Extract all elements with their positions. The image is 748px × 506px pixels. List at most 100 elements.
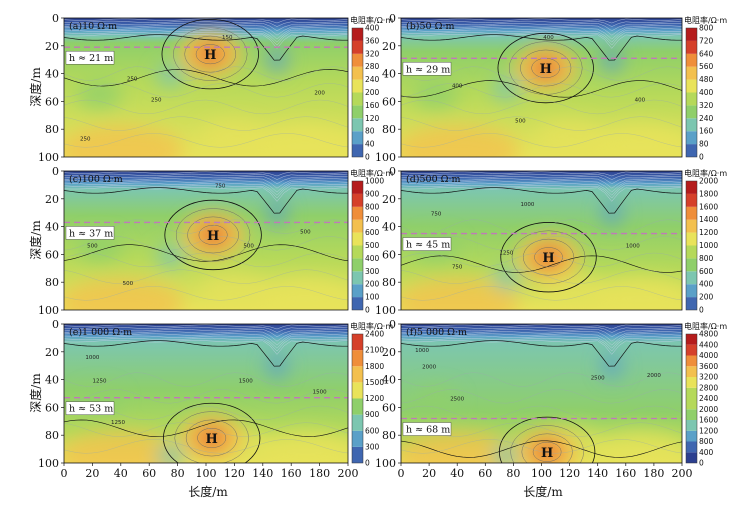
colorbar-cell [686, 452, 697, 463]
contour-label: 1000 [85, 355, 99, 361]
y-tick-label: 60 [45, 248, 59, 261]
colorbar-tick-label: 4000 [699, 351, 718, 360]
colorbar-cell [686, 441, 697, 453]
y-tick-label: 100 [375, 151, 396, 164]
surface-layer-contours [64, 18, 348, 49]
colorbar-cell [352, 271, 363, 285]
y-tick-label: 80 [382, 123, 396, 136]
colorbar-tick-label: 100 [365, 293, 380, 302]
x-tick-label: 40 [114, 467, 128, 480]
colorbar-cell [686, 271, 697, 285]
y-tick-label: 0 [52, 165, 59, 178]
h-label-box [65, 401, 115, 415]
field-anomalies [64, 31, 348, 157]
colorbar-tick-label: 200 [365, 280, 380, 289]
colorbar-tick-label: 800 [699, 437, 714, 446]
colorbar-cell [352, 350, 363, 367]
contour-label: 750 [215, 184, 226, 190]
y-tick-label: 40 [382, 68, 396, 81]
h-label: h ≈ 29 m [406, 64, 450, 75]
colorbar-cell [352, 284, 363, 298]
colorbar-tick-label: 300 [365, 442, 380, 451]
anomaly-label: H [206, 432, 218, 447]
resistivity-field: 500 750 500 500 500 H [64, 171, 348, 310]
colorbar-tick-label: 0 [699, 306, 704, 315]
colorbar-cell [352, 79, 363, 93]
colorbar-cell [352, 334, 363, 351]
panel-label: (d)500 Ω·m [406, 174, 461, 185]
colorbar-cell [686, 181, 697, 194]
y-tick-label: 0 [389, 318, 396, 331]
colorbar-frame [685, 27, 698, 158]
x-tick-label: 20 [422, 467, 436, 480]
resistivity-field: 500 400 400 400 H [401, 18, 682, 157]
colorbar-tick-label: 800 [699, 254, 714, 263]
colorbar-cell [352, 118, 363, 132]
colorbar-tick-label: 2800 [699, 383, 718, 392]
colorbar-tick-label: 120 [365, 114, 380, 123]
colorbar-cell [686, 92, 697, 106]
colorbar-title: 电阻率/Ω·m [350, 15, 393, 25]
colorbar-cell [352, 206, 363, 220]
contour-label: 2000 [422, 364, 436, 370]
colorbar-cell [686, 377, 697, 388]
resistivity-field: 250 250 150 250 200 H [64, 18, 348, 157]
colorbar-tick-label: 0 [365, 459, 370, 468]
colorbar-tick-label: 600 [365, 228, 380, 237]
contour-label: 1000 [626, 243, 640, 249]
contour-label: 500 [123, 281, 134, 287]
colorbar-tick-label: 200 [365, 88, 380, 97]
anomaly-label: H [541, 446, 553, 461]
colorbar-frame [685, 180, 698, 311]
colorbar-title: 电阻率/Ω·m [684, 168, 727, 178]
colorbar-tick-label: 1200 [699, 228, 718, 237]
colorbar-cell [686, 105, 697, 119]
colorbar-title: 电阻率/Ω·m [684, 321, 727, 331]
y-tick-label: 80 [382, 429, 396, 442]
contour-lines [64, 187, 348, 301]
plot-frame [400, 17, 683, 158]
contour-label: 500 [243, 243, 254, 249]
colorbar-tick-label: 4400 [699, 340, 718, 349]
colorbar-cell [352, 245, 363, 259]
colorbar-tick-label: 600 [365, 426, 380, 435]
y-tick-label: 0 [52, 12, 59, 25]
colorbar-tick-label: 400 [699, 448, 714, 457]
contour-lines [64, 18, 348, 148]
y-tick-label: 20 [382, 193, 396, 206]
y-tick-label: 100 [38, 457, 59, 470]
panel-label: (b)50 Ω·m [406, 21, 455, 32]
colorbar-tick-label: 1000 [365, 177, 384, 186]
colorbar-cell [686, 355, 697, 367]
x-tick-label: 160 [615, 467, 636, 480]
colorbar-cell [686, 387, 697, 399]
colorbar-cell [686, 79, 697, 93]
colorbar-cell [686, 420, 697, 431]
h-label: h ≈ 37 m [69, 228, 113, 239]
colorbar-tick-label: 1600 [699, 202, 718, 211]
colorbar-tick-label: 2400 [365, 330, 384, 339]
colorbar-tick-label: 400 [699, 88, 714, 97]
y-axis-label-row2: 深度/m [28, 220, 43, 260]
colorbar-cell [686, 344, 697, 356]
contour-label: 200 [314, 90, 325, 96]
colorbar-tick-label: 320 [699, 101, 714, 110]
h-label-box [65, 50, 115, 65]
y-tick-label: 80 [45, 123, 59, 136]
contour-label: 2500 [591, 376, 605, 382]
colorbar-title: 电阻率/Ω·m [350, 321, 393, 331]
x-tick-label: 60 [478, 467, 492, 480]
colorbar-cell [352, 181, 363, 194]
y-tick-label: 100 [375, 304, 396, 317]
colorbar-tick-label: 0 [699, 153, 704, 162]
colorbar-tick-label: 2000 [699, 177, 718, 186]
colorbar-tick-label: 800 [365, 202, 380, 211]
colorbar-tick-label: 640 [699, 49, 714, 58]
field-anomalies [64, 198, 348, 310]
contour-label: 2000 [647, 373, 661, 379]
h-label-box [402, 62, 452, 76]
colorbar-cell [686, 284, 697, 298]
